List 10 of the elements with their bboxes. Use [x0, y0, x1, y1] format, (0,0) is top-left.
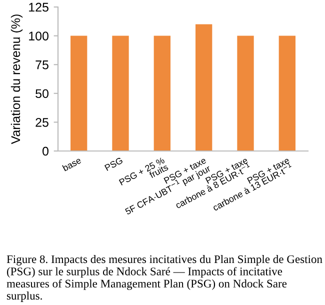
y-tick-label: 0: [42, 146, 48, 156]
y-tick-label: 75: [36, 60, 48, 70]
y-tick-label: 25: [36, 118, 48, 127]
caption: Figure 8. Impacts des mesures incitatives du Plan Simple de Gestion (PSG) sur le surplus de Ndock Saré — Impacts of incitative measures of Simple Management Plan (PSG) on Ndock Sare surplus.: [6, 254, 322, 302]
y-tick-label: 125: [29, 2, 48, 12]
y-axis-title: Variation du revenu (%): [10, 14, 23, 144]
x-tick-label: base: [62, 156, 82, 172]
y-tick-label: 50: [36, 89, 48, 98]
x-tick-label: PSG: [104, 157, 124, 172]
y-tick-label: 100: [29, 32, 48, 40]
